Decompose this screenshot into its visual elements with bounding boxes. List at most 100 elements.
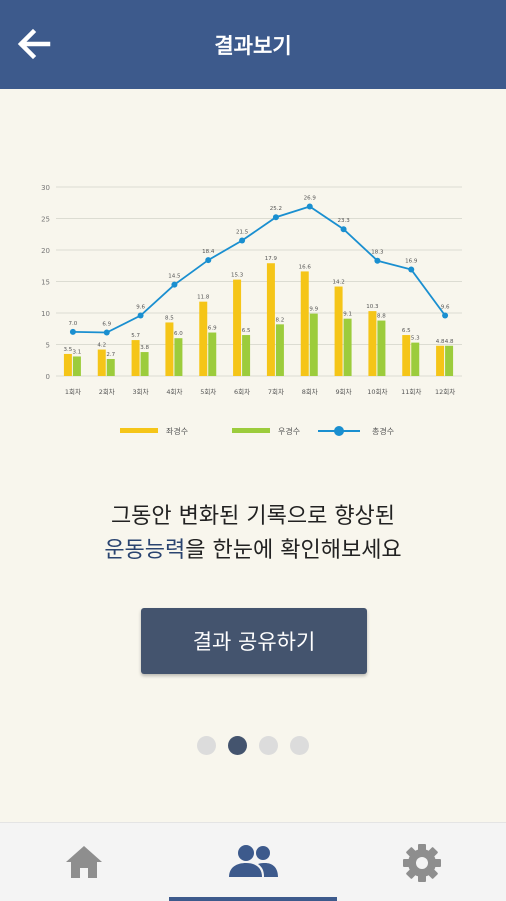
total-point — [205, 257, 212, 264]
bar-value-label: 4.8 — [436, 339, 445, 345]
bar-value-label: 2.7 — [106, 352, 115, 358]
bar-value-label: 4.2 — [97, 343, 106, 349]
total-point — [340, 226, 347, 233]
bar-value-label: 6.5 — [242, 328, 251, 334]
y-tick-label: 15 — [41, 279, 50, 287]
page-dot-4[interactable] — [290, 736, 309, 755]
line-value-label: 25.2 — [270, 206, 282, 212]
bar-right — [445, 345, 454, 376]
description-text: 그동안 변화된 기록으로 향상된 운동능력을 한눈에 확인해보세요 — [0, 500, 506, 568]
content-area — [0, 89, 506, 822]
y-tick-label: 0 — [46, 373, 50, 381]
bar-right — [275, 324, 284, 376]
bar-value-label: 5.3 — [411, 336, 420, 342]
bar-value-label: 6.9 — [208, 326, 217, 332]
bar-left — [300, 271, 309, 376]
page-dot-2[interactable] — [228, 736, 247, 755]
page-dot-3[interactable] — [259, 736, 278, 755]
bar-value-label: 8.8 — [377, 314, 386, 320]
x-tick-label: 9회차 — [336, 387, 352, 396]
line-value-label: 16.9 — [405, 259, 418, 265]
x-tick-label: 6회차 — [234, 387, 250, 396]
line-value-label: 6.9 — [102, 322, 111, 328]
bar-value-label: 16.6 — [299, 264, 312, 270]
line-value-label: 18.4 — [202, 249, 215, 255]
line-value-label: 18.3 — [371, 250, 384, 256]
legend-swatch — [232, 428, 270, 433]
tab-people[interactable] — [169, 823, 337, 901]
legend-marker — [334, 426, 344, 436]
total-point — [103, 329, 110, 336]
line-value-label: 9.6 — [136, 305, 145, 311]
total-point — [137, 312, 144, 319]
bar-value-label: 3.1 — [73, 349, 82, 355]
bar-right — [411, 342, 420, 376]
x-tick-label: 3회차 — [133, 387, 149, 396]
description-highlight: 운동능력 — [104, 538, 186, 563]
y-tick-label: 5 — [46, 342, 50, 350]
y-tick-label: 20 — [41, 247, 50, 255]
line-value-label: 9.6 — [441, 305, 450, 311]
results-chart: 0 5 10 15 20 25 30 3.5 3.1 1회차 4.22.7 2회차 5.73.8 3회차 8… — [41, 184, 462, 436]
bar-left — [199, 301, 208, 376]
description-line-2: 운동능력을 한눈에 확인해보세요 — [0, 534, 506, 568]
total-point — [374, 257, 381, 264]
bar-left — [334, 286, 343, 376]
people-icon — [229, 845, 278, 877]
total-point — [272, 214, 279, 221]
bar-right — [377, 320, 386, 376]
bar-value-label: 3.8 — [140, 345, 149, 351]
bar-left — [436, 345, 445, 376]
x-tick-label: 7회차 — [268, 387, 284, 396]
bar-value-label: 5.7 — [131, 333, 140, 339]
app-header: 결과보기 — [0, 0, 506, 89]
page-dot-1[interactable] — [197, 736, 216, 755]
tab-settings[interactable] — [338, 823, 506, 901]
bar-left — [266, 263, 275, 376]
bar-value-label: 3.5 — [64, 347, 73, 353]
x-tick-label: 11회차 — [401, 387, 421, 396]
description-line-2-rest: 을 한눈에 확인해보세요 — [185, 538, 402, 563]
y-tick-label: 25 — [41, 216, 50, 224]
bar-value-label: 6.5 — [402, 328, 411, 334]
gear-icon — [403, 844, 441, 882]
y-tick-label: 30 — [41, 184, 50, 192]
x-tick-label: 4회차 — [166, 387, 182, 396]
bar-left — [368, 311, 377, 376]
line-value-label: 21.5 — [236, 230, 249, 236]
bar-right — [343, 318, 352, 376]
x-tick-label: 12회차 — [435, 387, 455, 396]
bar-right — [309, 313, 318, 376]
bottom-tab-bar — [0, 822, 506, 901]
x-tick-label: 2회차 — [99, 387, 115, 396]
bar-value-label: 14.2 — [332, 280, 344, 286]
bar-value-label: 9.9 — [309, 307, 318, 313]
legend-label: 우경수 — [278, 426, 300, 436]
bar-right — [140, 352, 149, 376]
bar-value-label: 17.9 — [265, 256, 278, 262]
line-value-label: 23.3 — [337, 218, 350, 224]
total-point — [239, 237, 246, 244]
total-point — [408, 266, 415, 273]
share-results-button[interactable]: 결과 공유하기 — [141, 608, 367, 674]
page-title: 결과보기 — [214, 34, 292, 58]
bar-left — [97, 349, 106, 376]
bar-right — [72, 356, 81, 376]
home-icon — [66, 846, 102, 878]
x-tick-label: 5회차 — [200, 387, 216, 396]
back-button[interactable] — [14, 22, 54, 66]
total-point — [306, 203, 313, 210]
bar-value-label: 4.8 — [445, 339, 454, 345]
total-point — [69, 328, 76, 335]
tab-home[interactable] — [0, 823, 168, 901]
legend-label: 총경수 — [372, 426, 394, 436]
total-line — [72, 205, 446, 334]
pagination-dots — [197, 736, 309, 755]
description-line-1: 그동안 변화된 기록으로 향상된 — [110, 504, 396, 529]
bar-right — [242, 335, 251, 376]
legend-swatch — [120, 428, 158, 433]
line-value-label: 14.5 — [168, 274, 181, 280]
arrow-left-icon — [17, 28, 51, 60]
bar-value-label: 8.5 — [165, 315, 174, 321]
bar-left — [165, 322, 174, 376]
